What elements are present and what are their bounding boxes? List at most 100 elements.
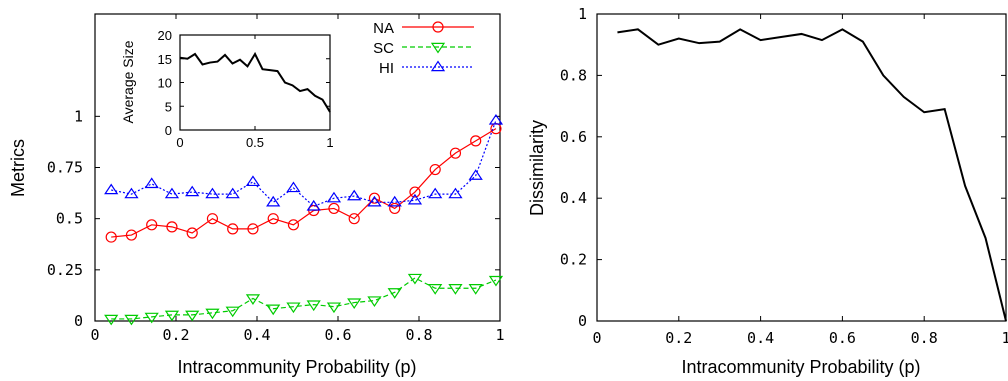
dissimilarity-y-tick-label: 0 (578, 312, 587, 330)
point-sc (266, 304, 281, 316)
point-hi (387, 195, 402, 207)
dissimilarity-x-axis-label: Intracommunity Probability (p) (681, 357, 920, 377)
point-na (267, 213, 279, 225)
point-na (166, 221, 178, 233)
metrics-x-tick-label: 0.2 (162, 326, 189, 344)
metrics-y-axis-label: Metrics (8, 139, 28, 197)
metrics-chart: Intracommunity Probability (p) Metrics 0… (8, 13, 505, 377)
inset-x-tick-label: 1 (326, 135, 333, 150)
legend-marker-na (432, 21, 444, 33)
dissimilarity-line (617, 28, 1007, 322)
point-sc (387, 288, 402, 299)
metrics-y-tick-label: 0 (74, 312, 83, 330)
metrics-y-tick-label: 0.25 (47, 261, 83, 279)
metrics-series (104, 113, 504, 326)
point-sc (367, 296, 382, 308)
inset-y-axis-label: Average Size (120, 40, 136, 123)
metrics-x-tick-label: 0.6 (324, 326, 351, 344)
series-line-na (111, 128, 497, 238)
point-hi (205, 187, 220, 199)
metrics-x-tick-label: 0.4 (243, 326, 270, 344)
point-na (287, 219, 300, 231)
point-na (247, 223, 259, 235)
point-sc (286, 302, 301, 314)
point-sc (144, 312, 159, 324)
point-sc (185, 310, 200, 322)
point-hi (306, 199, 321, 211)
point-sc (124, 314, 139, 326)
dissimilarity-x-tick-label: 0.2 (665, 329, 692, 347)
dissimilarity-y-tick-label: 1 (578, 5, 587, 23)
inset-plot-frame (179, 34, 331, 131)
point-sc (448, 284, 463, 295)
point-hi (407, 193, 423, 205)
point-hi (367, 195, 382, 207)
legend-marker-hi (430, 60, 446, 72)
point-hi (286, 181, 301, 193)
dissimilarity-y-tick-label: 0.6 (560, 128, 587, 146)
point-hi (225, 187, 240, 199)
point-na (348, 213, 360, 225)
inset-series (179, 51, 331, 113)
point-sc (326, 302, 342, 314)
point-na (328, 202, 340, 215)
inset-y-tick-label: 10 (158, 76, 172, 91)
point-sc (225, 306, 240, 318)
dissimilarity-plot-frame (596, 13, 1007, 322)
metrics-ticks: 0 0.2 0.4 0.6 0.8 100.250.50.751 (47, 14, 505, 344)
dissimilarity-x-tick-label: 0 (592, 329, 601, 347)
point-hi (347, 189, 362, 201)
point-sc (205, 308, 220, 320)
dissimilarity-series (617, 28, 1007, 322)
point-na (470, 135, 482, 147)
inset-x-tick-label: 0.5 (246, 135, 264, 150)
point-na (449, 147, 462, 159)
point-sc (347, 298, 362, 310)
dissimilarity-x-tick-label: 0.4 (747, 329, 774, 347)
point-na (105, 231, 117, 243)
point-hi (185, 185, 200, 197)
point-hi (104, 183, 119, 195)
metrics-y-tick-label: 0.5 (56, 210, 83, 228)
metrics-x-tick-label: 0.8 (405, 326, 432, 344)
metrics-y-tick-label: 0.75 (47, 159, 83, 177)
legend-label-na: NA (373, 20, 394, 37)
point-sc (306, 300, 321, 312)
point-hi (468, 169, 483, 180)
point-na (368, 192, 381, 204)
dissimilarity-chart: Intracommunity Probability (p) Dissimila… (527, 5, 1008, 377)
point-sc (407, 273, 423, 285)
point-na (186, 227, 198, 239)
point-hi (488, 113, 504, 125)
legend-marker-sc (430, 42, 446, 54)
point-hi (245, 175, 261, 187)
inset-y-tick-label: 20 (158, 28, 172, 43)
dissimilarity-y-tick-label: 0.2 (560, 251, 587, 269)
point-sc (488, 275, 504, 287)
point-sc (428, 284, 443, 295)
point-hi (448, 187, 463, 199)
metrics-x-tick-label: 0 (90, 326, 99, 344)
legend-label-sc: SC (373, 40, 394, 57)
inset-y-tick-label: 0 (165, 123, 172, 138)
dissimilarity-x-tick-label: 0.8 (911, 329, 938, 347)
point-sc (245, 294, 261, 305)
metrics-x-axis-label: Intracommunity Probability (p) (177, 357, 416, 377)
point-na (389, 202, 401, 215)
point-hi (428, 187, 443, 199)
point-sc (104, 314, 119, 326)
dissimilarity-y-axis-label: Dissimilarity (527, 120, 547, 216)
point-hi (144, 177, 159, 189)
dissimilarity-ticks: 0 0.2 0.4 0.6 0.8 1 0 0.2 0.4 0.6 0.8 1 (560, 5, 1008, 347)
point-na (206, 213, 219, 225)
metrics-x-tick-label: 1 (495, 326, 504, 344)
inset-y-tick-label: 5 (165, 99, 172, 114)
legend-label-hi: HI (379, 60, 394, 77)
metrics-legend: NA SC HI (373, 20, 474, 77)
point-hi (326, 191, 342, 203)
inset-y-tick-label: 15 (158, 52, 172, 67)
point-na (409, 186, 421, 198)
